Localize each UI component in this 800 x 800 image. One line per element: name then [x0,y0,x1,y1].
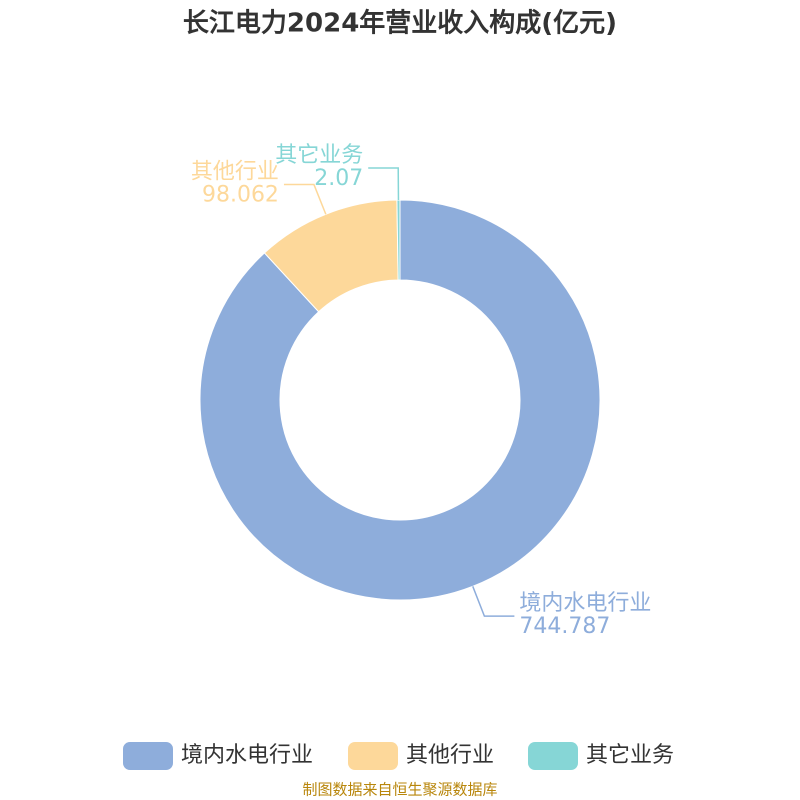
legend-label: 境内水电行业 [181,743,313,768]
legend-label: 其他行业 [406,743,494,768]
leader-line [368,167,400,201]
slice-label: 境内水电行业 [519,591,651,616]
legend-label: 其它业务 [586,743,674,768]
legend-swatch [123,742,173,770]
slice-value: 2.07 [314,166,363,191]
source-note: 制图数据来自恒生聚源数据库 [302,781,497,799]
leader-line [472,586,515,617]
legend-swatch [528,742,578,770]
slice-label: 其它业务 [275,143,363,168]
donut-slice [199,199,601,601]
legend-swatch [348,742,398,770]
chart-title: 长江电力2024年营业收入构成(亿元) [183,8,617,39]
donut-slice [396,199,401,281]
slice-value: 98.062 [202,183,279,208]
slice-value: 744.787 [519,614,610,639]
slice-label: 其他行业 [191,160,279,185]
leader-line [283,183,327,215]
